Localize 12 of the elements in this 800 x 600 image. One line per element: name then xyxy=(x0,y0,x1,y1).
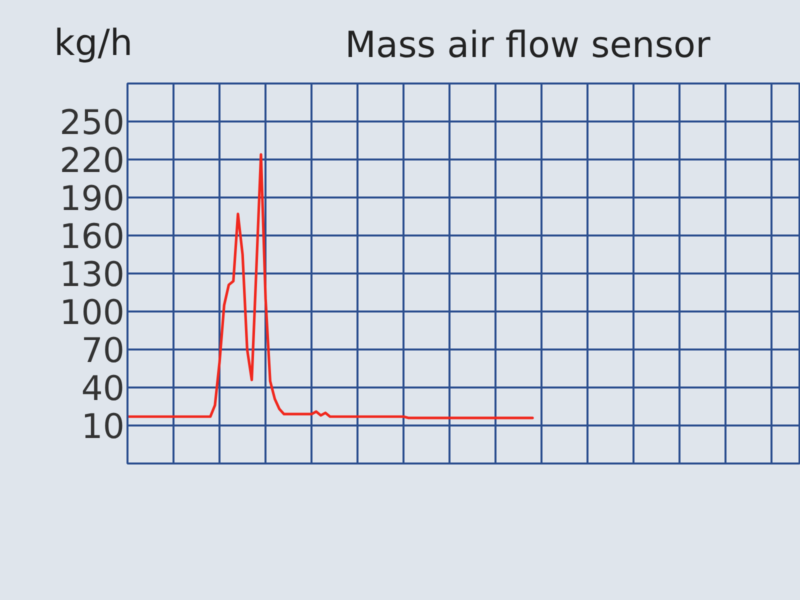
y-tick-label: 100 xyxy=(60,293,125,333)
y-tick-label: 220 xyxy=(60,141,125,181)
y-tick-label: 10 xyxy=(81,407,124,447)
y-tick-label: 160 xyxy=(60,217,125,257)
y-tick-label: 130 xyxy=(60,255,125,295)
line-series xyxy=(128,153,534,420)
chart-title: Mass air flow sensor xyxy=(345,24,710,68)
y-tick-label: 250 xyxy=(60,103,125,143)
y-tick-label: 70 xyxy=(81,331,124,371)
y-tick-label: 40 xyxy=(81,369,124,409)
y-tick-label: 190 xyxy=(60,179,125,219)
y-axis-title: kg/h xyxy=(54,22,133,66)
